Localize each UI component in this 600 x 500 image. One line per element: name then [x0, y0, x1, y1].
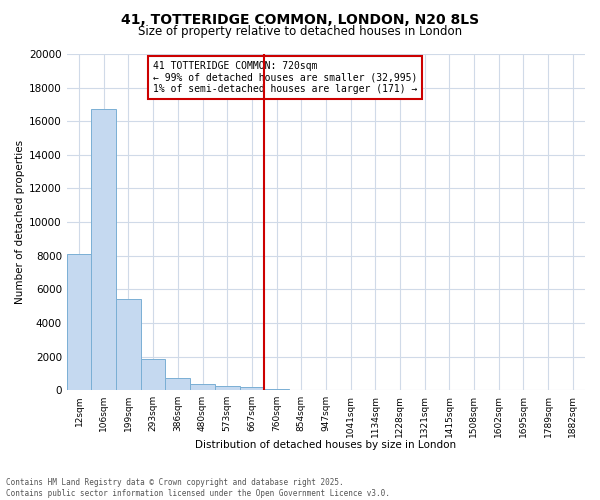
- Text: Contains HM Land Registry data © Crown copyright and database right 2025.
Contai: Contains HM Land Registry data © Crown c…: [6, 478, 390, 498]
- Text: 41 TOTTERIDGE COMMON: 720sqm
← 99% of detached houses are smaller (32,995)
1% of: 41 TOTTERIDGE COMMON: 720sqm ← 99% of de…: [153, 60, 418, 94]
- Bar: [190, 384, 215, 390]
- Bar: [166, 378, 190, 390]
- Bar: [67, 254, 91, 390]
- Y-axis label: Number of detached properties: Number of detached properties: [15, 140, 25, 304]
- Bar: [141, 359, 166, 390]
- Bar: [91, 110, 116, 390]
- Text: 41, TOTTERIDGE COMMON, LONDON, N20 8LS: 41, TOTTERIDGE COMMON, LONDON, N20 8LS: [121, 12, 479, 26]
- Bar: [239, 387, 264, 390]
- Text: Size of property relative to detached houses in London: Size of property relative to detached ho…: [138, 25, 462, 38]
- X-axis label: Distribution of detached houses by size in London: Distribution of detached houses by size …: [196, 440, 457, 450]
- Bar: [116, 300, 141, 390]
- Bar: [215, 386, 239, 390]
- Bar: [264, 388, 289, 390]
